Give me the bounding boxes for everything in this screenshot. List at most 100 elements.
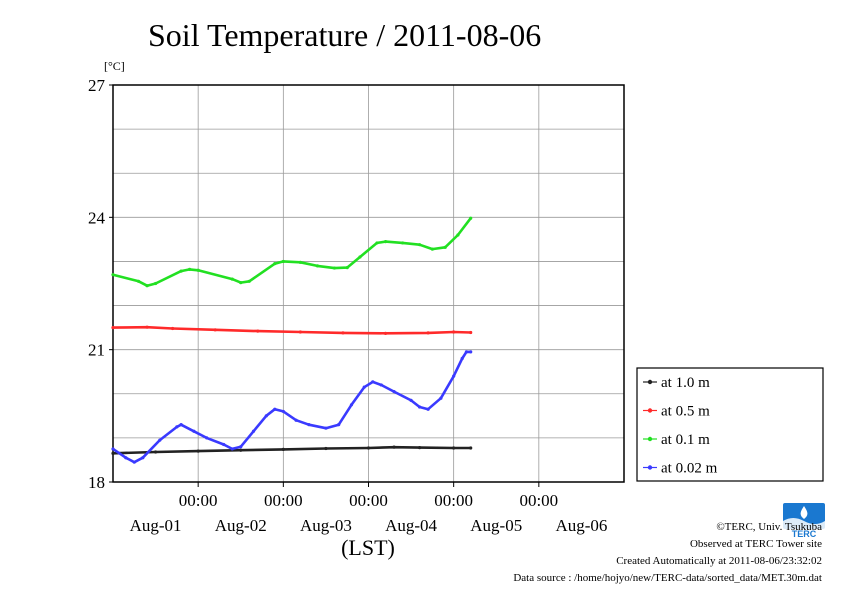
data-point <box>111 326 115 330</box>
data-point <box>124 456 128 460</box>
data-point <box>111 451 115 455</box>
legend-swatch-marker <box>647 465 653 470</box>
data-point <box>111 273 115 277</box>
data-point <box>349 403 354 407</box>
data-point <box>239 448 243 452</box>
y-tick-label: 24 <box>88 208 106 227</box>
footer-created: Created Automatically at 2011-08-06/23:3… <box>616 555 822 567</box>
date-label: Aug-06 <box>555 516 607 535</box>
data-point <box>132 460 136 464</box>
date-label: Aug-05 <box>470 516 522 535</box>
terc-logo: TERC <box>783 503 825 539</box>
data-point <box>469 330 473 335</box>
legend-label: at 0.5 m <box>661 404 710 420</box>
data-point <box>400 241 405 245</box>
series-at-0-1-m <box>111 216 473 288</box>
data-point <box>281 447 285 451</box>
footer-source: Data source : /home/hojyo/new/TERC-data/… <box>513 572 822 584</box>
footer-copyright: ©TERC, Univ. Tsukuba <box>716 521 822 533</box>
data-point <box>379 383 383 387</box>
data-point <box>443 245 447 249</box>
y-tick-label: 18 <box>88 473 105 492</box>
data-point <box>418 405 422 409</box>
legend-label: at 0.1 m <box>661 432 710 448</box>
data-point <box>136 279 141 283</box>
date-label: Aug-03 <box>300 516 352 535</box>
data-point <box>175 425 179 429</box>
data-point <box>145 325 149 329</box>
legend: at 1.0 m at 0.5 m at 0.1 m at 0.02 m <box>636 367 824 482</box>
legend-box <box>636 367 824 482</box>
data-point <box>366 446 371 450</box>
data-point <box>464 350 469 354</box>
data-point <box>452 446 456 450</box>
y-tick-label: 27 <box>88 76 106 95</box>
data-point <box>230 447 234 451</box>
y-axis-unit: [°C] <box>104 59 125 73</box>
data-point <box>298 330 302 334</box>
data-point <box>153 281 158 286</box>
data-point <box>111 447 115 451</box>
data-point <box>324 426 328 430</box>
data-point <box>213 328 217 332</box>
legend-label: at 0.02 m <box>661 461 718 477</box>
logo-wave <box>783 518 825 529</box>
data-point <box>418 445 422 450</box>
series-line <box>111 216 472 287</box>
data-point <box>294 418 298 422</box>
series-line <box>111 325 472 335</box>
data-point <box>239 445 243 449</box>
y-tick-label: 21 <box>88 341 105 360</box>
data-point <box>345 266 349 270</box>
data-point <box>153 450 158 454</box>
x-tick-label: 00:00 <box>434 491 473 510</box>
data-point <box>426 331 430 335</box>
data-point <box>439 396 443 400</box>
x-tick-label: 00:00 <box>179 491 218 510</box>
data-point <box>456 233 460 237</box>
data-point <box>179 423 183 427</box>
series-at-0-5-m <box>111 325 473 335</box>
data-point <box>307 423 311 427</box>
data-point <box>264 414 268 418</box>
data-point <box>392 389 396 394</box>
legend-swatch-marker <box>647 436 653 442</box>
x-tick-label: 00:00 <box>349 491 388 510</box>
data-point <box>256 329 260 333</box>
chart-title: Soil Temperature / 2011-08-06 <box>148 17 541 53</box>
series-at-1-0-m <box>111 445 473 455</box>
data-point <box>469 446 473 450</box>
data-point <box>341 331 345 335</box>
x-tick-label: 00:00 <box>264 491 303 510</box>
series-at-0-02-m <box>111 350 473 464</box>
data-point <box>196 449 200 453</box>
logo-drop <box>800 506 808 519</box>
data-point <box>196 268 200 272</box>
data-point <box>251 429 256 433</box>
x-tick-label: 00:00 <box>519 491 558 510</box>
data-point <box>230 277 234 281</box>
data-point <box>205 436 209 440</box>
data-point <box>281 259 285 264</box>
data-point <box>409 398 413 402</box>
data-point <box>192 429 196 433</box>
y-axis: 18 21 24 27 <box>88 76 113 492</box>
data-point <box>362 385 366 389</box>
legend-swatch-marker <box>647 408 653 413</box>
data-point <box>315 264 319 268</box>
series-line <box>111 445 472 455</box>
grid <box>113 85 624 482</box>
data-point <box>247 279 251 283</box>
data-point <box>469 216 473 220</box>
legend-swatch-marker <box>647 379 653 385</box>
data-point <box>324 446 328 451</box>
data-point <box>375 241 379 245</box>
data-point <box>332 266 337 270</box>
series-line <box>111 350 472 464</box>
data-point <box>452 330 456 334</box>
data-point <box>383 331 388 335</box>
data-point <box>158 438 162 442</box>
data-point <box>358 255 362 259</box>
x-axis: 00:00 00:00 00:00 00:00 00:00 Aug-01 Aug-02 Aug… <box>130 482 607 535</box>
series-layer <box>111 216 473 464</box>
